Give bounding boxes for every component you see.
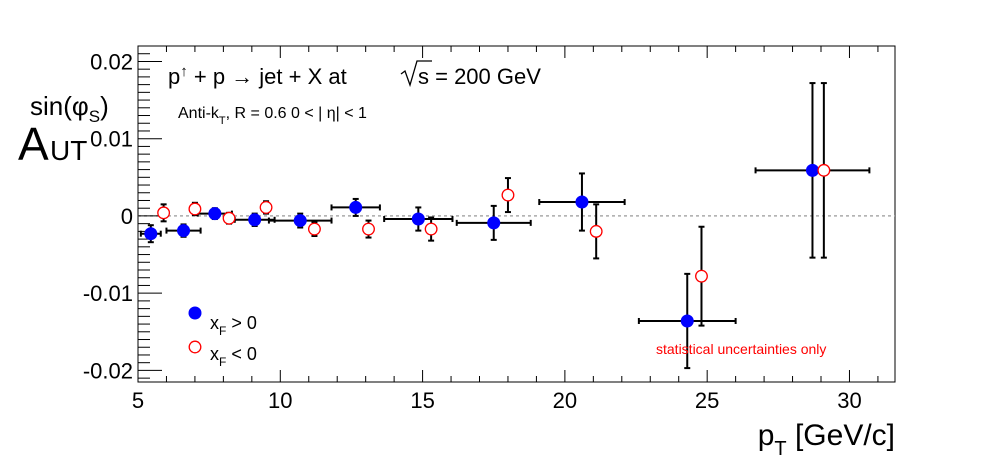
x-tick-label: 10 bbox=[268, 388, 292, 413]
data-point bbox=[144, 227, 158, 241]
plot-frame bbox=[137, 45, 896, 383]
y-tick-label: 0 bbox=[121, 204, 133, 229]
data-point bbox=[362, 222, 375, 236]
data-point bbox=[188, 202, 202, 216]
data-point bbox=[208, 207, 222, 221]
data-point bbox=[589, 224, 603, 238]
y-axis-title: A UT sin(φS) bbox=[18, 91, 109, 170]
x-tick-label: 25 bbox=[695, 388, 719, 413]
x-tick-label: 30 bbox=[837, 388, 861, 413]
x-axis-title: pT [GeV/c] bbox=[758, 419, 895, 460]
x-tick-label: 20 bbox=[553, 388, 577, 413]
svg-text:A: A bbox=[18, 118, 49, 170]
data-point bbox=[501, 188, 515, 202]
energy-annotation: s = 200 GeV bbox=[418, 64, 541, 89]
svg-text:sin(φS): sin(φS) bbox=[30, 91, 109, 126]
svg-text:UT: UT bbox=[50, 135, 87, 166]
process-annotation: p↑ + p → jet + X at bbox=[168, 63, 347, 89]
uncertainty-note: statistical uncertainties only bbox=[656, 341, 826, 357]
data-point bbox=[307, 222, 321, 236]
data-point bbox=[259, 200, 273, 214]
plot-frame-border bbox=[137, 45, 896, 383]
data-point bbox=[177, 224, 191, 238]
data-point bbox=[293, 214, 307, 228]
y-tick-label: 0.01 bbox=[90, 127, 133, 152]
data-point bbox=[248, 213, 262, 227]
legend-marker-xf-negative bbox=[188, 340, 202, 354]
data-point bbox=[805, 163, 819, 177]
legend-label-xf-negative: xF < 0 bbox=[210, 344, 257, 369]
x-tick-label: 5 bbox=[132, 388, 144, 413]
data-point bbox=[680, 314, 694, 328]
data-point bbox=[424, 222, 438, 236]
data-point bbox=[817, 163, 831, 177]
series-xf-negative bbox=[157, 82, 831, 327]
data-point bbox=[411, 212, 425, 226]
x-axis: 5 10 15 20 25 30 bbox=[132, 46, 879, 413]
data-point bbox=[157, 206, 171, 220]
x-tick-label: 15 bbox=[410, 388, 434, 413]
data-point bbox=[222, 211, 236, 225]
data-point bbox=[575, 195, 589, 209]
data-series bbox=[139, 82, 871, 370]
y-axis: -0.02 -0.01 0 0.01 0.02 bbox=[83, 49, 162, 383]
y-tick-label: 0.02 bbox=[90, 49, 133, 74]
data-point bbox=[695, 269, 708, 283]
data-point bbox=[349, 200, 363, 214]
legend: xF > 0 xF < 0 bbox=[188, 306, 257, 369]
data-point bbox=[487, 216, 501, 230]
series-xf-positive bbox=[139, 82, 871, 370]
algorithm-annotation: Anti-kT, R = 0.6 0 < | η| < 1 bbox=[178, 105, 367, 127]
sqrt-symbol-icon bbox=[400, 60, 432, 88]
legend-label-xf-positive: xF > 0 bbox=[210, 313, 257, 338]
y-tick-label: -0.01 bbox=[83, 281, 133, 306]
y-tick-label: -0.02 bbox=[83, 358, 133, 383]
legend-marker-xf-positive bbox=[188, 306, 202, 320]
